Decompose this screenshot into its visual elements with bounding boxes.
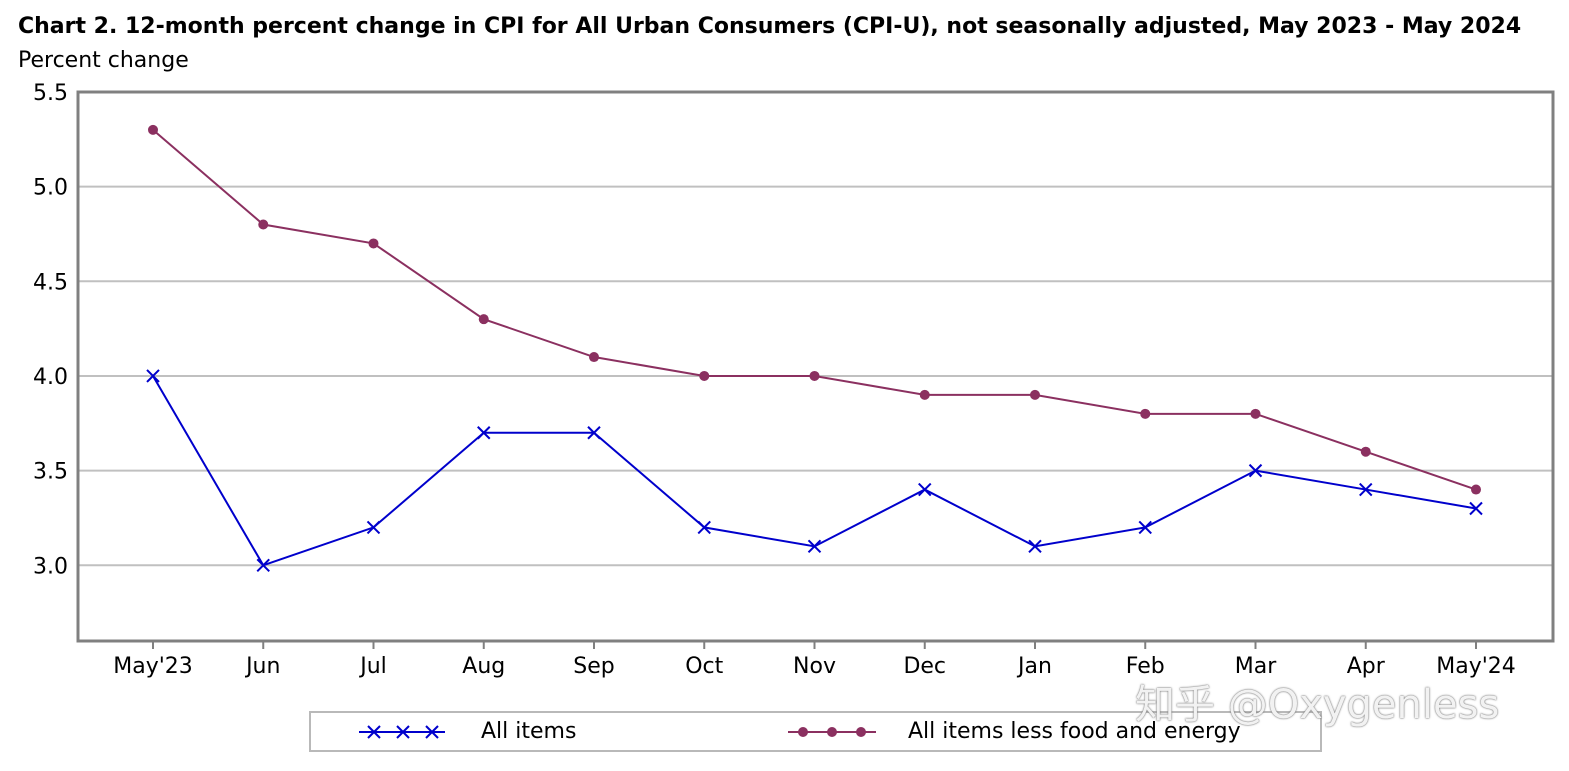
y-tick-label: 5.5 [33,81,68,106]
y-tick-label: 4.0 [33,365,68,390]
y-tick-label: 3.5 [33,460,68,485]
legend-label-core: All items less food and energy [908,719,1241,744]
legend-swatch-core [788,726,876,737]
x-tick-label: Mar [1235,654,1277,679]
data-point [148,124,158,135]
x-tick-label: Oct [685,654,723,679]
data-point [807,539,822,554]
y-tick-label: 3.0 [33,554,68,579]
chart: 3.0 3.5 4.0 4.5 5.0 5.5 May'23 Jun Jul Aug Sep Oct… [33,81,1555,679]
legend-item-core: All items less food and energy [786,713,1241,750]
watermark: 知乎 @Oxygenless [1135,682,1500,728]
series-all-items [146,369,1483,572]
x-tick-label: Sep [573,654,614,679]
data-point [478,314,489,325]
x-tick-label: May'23 [113,654,193,679]
x-tick-label: May'24 [1436,654,1516,679]
y-axis: 3.0 3.5 4.0 4.5 5.0 5.5 [33,81,68,579]
data-point [146,369,160,383]
y-axis-label: Percent change [18,48,189,73]
chart-title: Chart 2. 12-month percent change in CPI … [18,14,1522,39]
x-tick-label: Jan [1016,654,1052,679]
data-point [366,520,381,535]
y-tick-label: 5.0 [33,176,68,201]
data-point [1469,501,1483,516]
series [146,124,1483,572]
plot-frame [76,90,1555,643]
x-tick-label: Jul [358,654,387,679]
data-point [368,238,379,249]
legend-label-all-items: All items [481,719,577,744]
series-core [148,124,1481,495]
data-point [1359,482,1373,497]
legend-swatch-all-items [359,724,445,739]
y-tick-label: 4.5 [33,270,68,295]
legend: All items All items less food and energy [309,711,1322,752]
data-point [587,426,601,440]
x-tick-label: Dec [903,654,946,679]
data-point [1028,539,1042,554]
data-point [918,482,932,497]
data-point [1140,408,1151,419]
data-point [919,389,930,400]
data-point [1030,389,1040,400]
x-tick-label: Apr [1347,654,1386,679]
data-point [1248,463,1263,478]
data-point [809,370,820,381]
legend-item-all-items: All items [357,713,576,750]
x-tick-label: Aug [462,654,505,679]
x-axis: May'23 Jun Jul Aug Sep Oct Nov Dec Jan Feb Mar Apr M… [113,641,1516,679]
data-point [1138,520,1152,535]
data-point [699,370,710,381]
data-point [697,520,711,535]
x-tick-label: Feb [1126,654,1165,679]
data-point [256,558,270,572]
data-point [1360,446,1371,457]
data-point [258,219,269,230]
data-point [1471,484,1481,495]
x-tick-label: Jun [244,654,280,679]
data-point [589,352,599,363]
data-point [1250,408,1261,419]
data-point [477,426,491,440]
series-line [152,129,1477,491]
x-tick-label: Nov [793,654,836,679]
